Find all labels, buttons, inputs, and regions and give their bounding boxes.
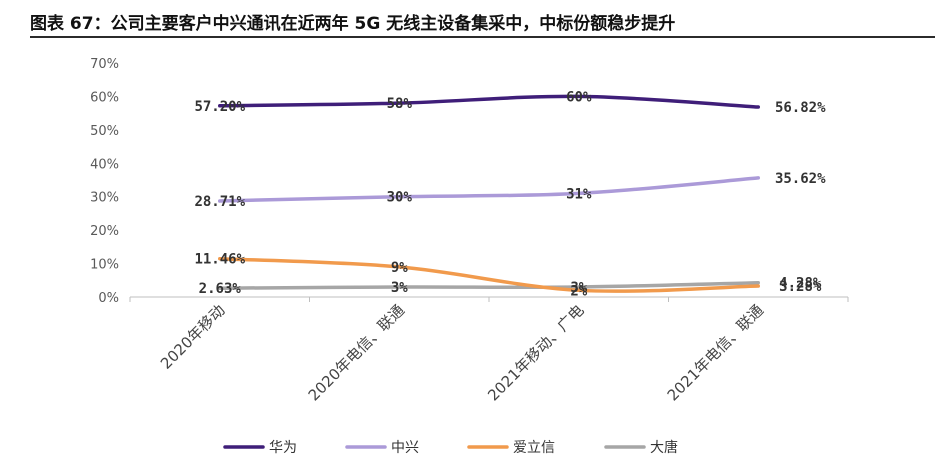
data-label: 11.46% <box>194 252 245 268</box>
data-label: 9% <box>391 260 408 276</box>
y-tick-label: 30% <box>90 191 119 206</box>
y-tick-label: 70% <box>90 57 119 72</box>
chart-title: 图表 67：公司主要客户中兴通讯在近两年 5G 无线主设备集采中，中标份额稳步提… <box>30 14 676 34</box>
y-tick-label: 50% <box>90 124 119 139</box>
data-label: 31% <box>566 186 592 202</box>
data-label: 4.28% <box>779 276 822 292</box>
legend-label: 大唐 <box>650 439 678 456</box>
data-label: 35.62% <box>775 171 826 187</box>
y-tick-label: 40% <box>90 157 119 172</box>
data-label: 2.63% <box>199 281 242 297</box>
data-label: 60% <box>566 89 592 105</box>
series-line <box>218 176 760 203</box>
x-category-label: 2020年移动 <box>157 301 229 373</box>
y-tick-label: 20% <box>90 224 119 239</box>
title-bar: 图表 67：公司主要客户中兴通讯在近两年 5G 无线主设备集采中，中标份额稳步提… <box>0 0 941 44</box>
data-label: 3% <box>570 280 587 296</box>
y-tick-label: 10% <box>90 258 119 273</box>
y-tick-label: 0% <box>98 291 119 306</box>
data-label: 58% <box>387 96 413 112</box>
data-label: 3% <box>391 280 408 296</box>
x-category-label: 2020年电信、联通 <box>305 301 408 404</box>
series-line <box>218 280 760 290</box>
legend-label: 爱立信 <box>513 440 555 456</box>
series-line <box>218 94 760 109</box>
x-category-label: 2021年移动、广电 <box>484 301 587 404</box>
x-category-label: 2021年电信、联通 <box>664 301 767 404</box>
title-underline <box>30 36 935 38</box>
data-label: 57.20% <box>194 99 245 115</box>
series-line <box>218 256 760 293</box>
data-label: 3.28% <box>779 279 822 295</box>
y-tick-label: 60% <box>90 90 119 105</box>
data-label: 30% <box>387 190 413 206</box>
data-label: 28.71% <box>194 194 245 210</box>
legend-label: 中兴 <box>391 440 419 456</box>
data-label: 56.82% <box>775 100 826 116</box>
legend-label: 华为 <box>269 440 297 456</box>
data-label: 2% <box>570 283 587 299</box>
